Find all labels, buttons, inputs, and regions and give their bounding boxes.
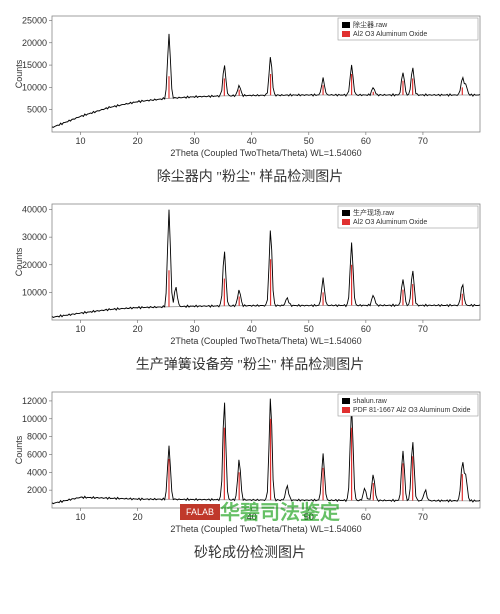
legend-label: PDF 81-1667 Al2 O3 Aluminum Oxide	[353, 407, 471, 414]
charts-container: 5000 10000 15000 20000 25000 10 20 30 40 50 60 70 2T…	[10, 10, 490, 562]
chart-block-2: 2000400060008000100001200010203040506070…	[10, 386, 490, 562]
svg-text:20: 20	[133, 136, 143, 146]
svg-text:40: 40	[247, 512, 257, 522]
svg-text:20000: 20000	[22, 260, 47, 270]
legend-label: Al2 O3 Aluminum Oxide	[353, 31, 427, 38]
y-axis-label: Counts	[14, 247, 24, 276]
legend-label: 除尘器.raw	[353, 20, 388, 29]
svg-text:20000: 20000	[22, 38, 47, 48]
chart-caption-2: 砂轮成份检测图片	[10, 542, 490, 562]
chart-block-1: 10000 20000 30000 40000 10 20 30 40 50 60 70 2Theta…	[10, 198, 490, 374]
y-axis-label: Counts	[14, 435, 24, 464]
svg-text:4000: 4000	[27, 467, 47, 477]
svg-text:60: 60	[361, 512, 371, 522]
svg-text:30: 30	[190, 324, 200, 334]
svg-text:40000: 40000	[22, 205, 47, 215]
svg-text:30: 30	[190, 136, 200, 146]
svg-text:15000: 15000	[22, 60, 47, 70]
legend-label: shalun.raw	[353, 398, 388, 405]
svg-text:60: 60	[361, 136, 371, 146]
svg-text:50: 50	[304, 324, 314, 334]
svg-text:50: 50	[304, 512, 314, 522]
svg-text:40: 40	[247, 136, 257, 146]
svg-text:5000: 5000	[27, 105, 47, 115]
x-axis-label: 2Theta (Coupled TwoTheta/Theta) WL=1.540…	[170, 336, 361, 346]
svg-text:10: 10	[76, 512, 86, 522]
svg-text:10000: 10000	[22, 414, 47, 424]
legend-label: 生产现场.raw	[353, 208, 395, 217]
falab-badge: FALAB	[180, 504, 220, 520]
xrd-chart-2: 2000400060008000100001200010203040506070…	[10, 386, 490, 536]
svg-text:50: 50	[304, 136, 314, 146]
chart-caption-1: 生产弹簧设备旁 "粉尘" 样品检测图片	[10, 354, 490, 374]
svg-text:30000: 30000	[22, 232, 47, 242]
svg-text:20: 20	[133, 324, 143, 334]
svg-text:10000: 10000	[22, 287, 47, 297]
svg-text:10: 10	[76, 324, 86, 334]
svg-text:10: 10	[76, 136, 86, 146]
svg-text:2000: 2000	[27, 485, 47, 495]
svg-text:70: 70	[418, 324, 428, 334]
svg-text:70: 70	[418, 136, 428, 146]
svg-text:70: 70	[418, 512, 428, 522]
xrd-chart-1: 10000 20000 30000 40000 10 20 30 40 50 60 70 2Theta…	[10, 198, 490, 348]
svg-text:8000: 8000	[27, 432, 47, 442]
chart-caption-0: 除尘器内 "粉尘" 样品检测图片	[10, 166, 490, 186]
svg-text:20: 20	[133, 512, 143, 522]
y-axis-label: Counts	[14, 59, 24, 88]
xrd-chart-0: 5000 10000 15000 20000 25000 10 20 30 40 50 60 70 2T…	[10, 10, 490, 160]
svg-text:40: 40	[247, 324, 257, 334]
chart-block-0: 5000 10000 15000 20000 25000 10 20 30 40 50 60 70 2T…	[10, 10, 490, 186]
x-axis-label: 2Theta (Coupled TwoTheta/Theta) WL=1.540…	[170, 148, 361, 158]
svg-text:6000: 6000	[27, 449, 47, 459]
svg-text:10000: 10000	[22, 82, 47, 92]
legend-label: Al2 O3 Aluminum Oxide	[353, 219, 427, 226]
svg-text:12000: 12000	[22, 396, 47, 406]
x-axis-label: 2Theta (Coupled TwoTheta/Theta) WL=1.540…	[170, 524, 361, 534]
svg-text:60: 60	[361, 324, 371, 334]
svg-text:25000: 25000	[22, 15, 47, 25]
